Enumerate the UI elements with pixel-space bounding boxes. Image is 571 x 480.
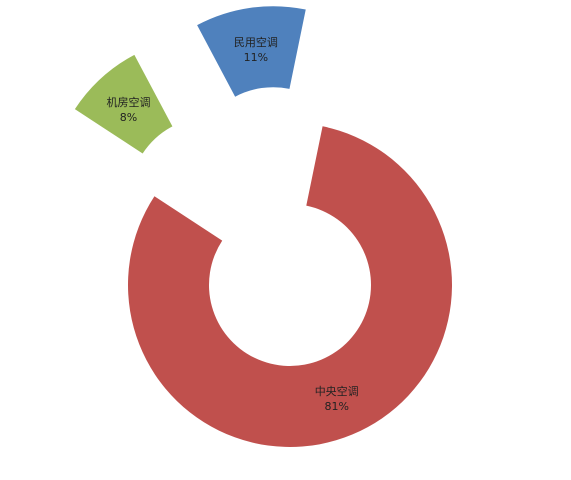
slice-label-name: 民用空调	[234, 35, 278, 49]
slice-label-name: 机房空调	[107, 95, 151, 109]
slice-data-label: 机房空调 8%	[107, 95, 151, 124]
slice-label-percent: 81%	[324, 400, 348, 413]
slice-data-label: 中央空调 81%	[315, 384, 359, 413]
slice-data-label: 民用空调 11%	[234, 35, 278, 64]
doughnut-slice	[74, 54, 173, 154]
slice-label-percent: 8%	[120, 111, 137, 124]
slice-label-name: 中央空调	[315, 384, 359, 398]
slice-label-percent: 11%	[244, 51, 268, 64]
doughnut-slice	[127, 126, 452, 447]
doughnut-slice	[197, 6, 306, 97]
